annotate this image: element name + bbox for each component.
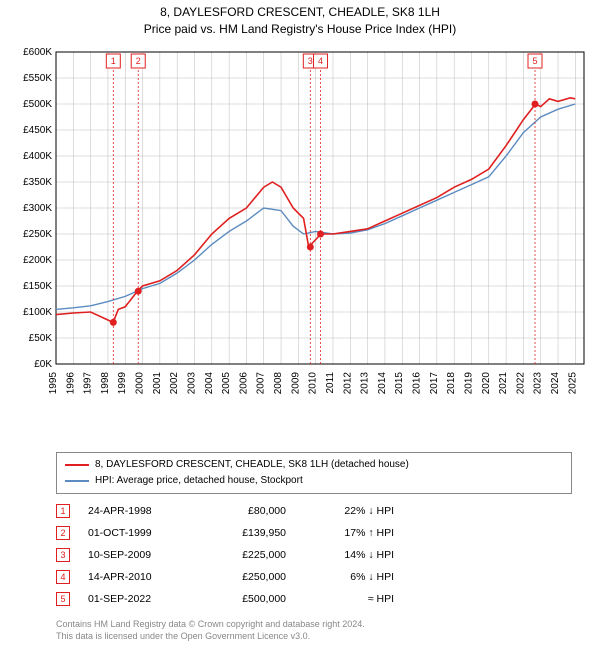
svg-text:2012: 2012 [342,371,353,394]
svg-text:2022: 2022 [515,371,526,394]
transaction-date: 14-APR-2010 [88,571,188,583]
transaction-marker: 4 [56,570,70,584]
svg-text:2021: 2021 [498,371,509,394]
svg-text:2018: 2018 [446,371,457,394]
transaction-row: 4 14-APR-2010 £250,000 6% ↓ HPI [56,566,572,588]
transaction-marker: 2 [56,526,70,540]
transaction-delta: 6% ↓ HPI [304,571,394,583]
transaction-row: 3 10-SEP-2009 £225,000 14% ↓ HPI [56,544,572,566]
svg-text:£550K: £550K [23,73,52,84]
svg-text:2: 2 [136,56,141,66]
chart-title-line2: Price paid vs. HM Land Registry's House … [8,21,592,38]
svg-text:1998: 1998 [100,371,111,394]
legend-label-2: HPI: Average price, detached house, Stoc… [95,473,303,489]
svg-text:2006: 2006 [238,371,249,394]
transaction-price: £80,000 [206,505,286,517]
transactions-table: 1 24-APR-1998 £80,000 22% ↓ HPI 2 01-OCT-1999… [56,500,572,610]
svg-text:2010: 2010 [308,371,319,394]
svg-text:2014: 2014 [377,371,388,394]
svg-text:2013: 2013 [360,371,371,394]
transaction-row: 1 24-APR-1998 £80,000 22% ↓ HPI [56,500,572,522]
svg-text:3: 3 [308,56,313,66]
transaction-price: £225,000 [206,549,286,561]
legend: 8, DAYLESFORD CRESCENT, CHEADLE, SK8 1LH… [56,452,572,494]
transaction-date: 01-OCT-1999 [88,527,188,539]
transaction-marker: 5 [56,592,70,606]
svg-text:2015: 2015 [394,371,405,394]
transaction-delta: 22% ↓ HPI [304,505,394,517]
transaction-delta: 17% ↑ HPI [304,527,394,539]
svg-text:2020: 2020 [481,371,492,394]
svg-text:2024: 2024 [550,371,561,394]
svg-text:£200K: £200K [23,255,52,266]
svg-text:1995: 1995 [48,371,59,394]
transaction-price: £250,000 [206,571,286,583]
legend-row-1: 8, DAYLESFORD CRESCENT, CHEADLE, SK8 1LH… [65,457,563,473]
transaction-date: 24-APR-1998 [88,505,188,517]
transaction-delta: 14% ↓ HPI [304,549,394,561]
svg-text:2004: 2004 [204,371,215,394]
transaction-date: 10-SEP-2009 [88,549,188,561]
svg-text:£250K: £250K [23,229,52,240]
svg-text:2005: 2005 [221,371,232,394]
svg-text:1999: 1999 [117,371,128,394]
svg-text:2003: 2003 [186,371,197,394]
svg-text:2008: 2008 [273,371,284,394]
svg-text:2025: 2025 [567,371,578,394]
svg-text:1996: 1996 [65,371,76,394]
svg-text:£0K: £0K [34,359,52,370]
svg-text:£150K: £150K [23,281,52,292]
svg-text:2023: 2023 [533,371,544,394]
svg-text:1997: 1997 [83,371,94,394]
transaction-price: £500,000 [206,593,286,605]
svg-text:£500K: £500K [23,99,52,110]
svg-text:2017: 2017 [429,371,440,394]
svg-text:£450K: £450K [23,125,52,136]
svg-text:£50K: £50K [29,333,53,344]
svg-text:2000: 2000 [135,371,146,394]
footer-line1: Contains HM Land Registry data © Crown c… [56,618,572,631]
transaction-row: 2 01-OCT-1999 £139,950 17% ↑ HPI [56,522,572,544]
chart-title-line1: 8, DAYLESFORD CRESCENT, CHEADLE, SK8 1LH [8,4,592,21]
footer-line2: This data is licensed under the Open Gov… [56,630,572,643]
legend-swatch-blue [65,480,89,482]
legend-label-1: 8, DAYLESFORD CRESCENT, CHEADLE, SK8 1LH… [95,457,409,473]
svg-text:5: 5 [533,56,538,66]
legend-swatch-red [65,464,89,466]
transaction-marker: 1 [56,504,70,518]
svg-text:2011: 2011 [325,371,336,393]
svg-text:4: 4 [318,56,323,66]
svg-text:£600K: £600K [23,47,52,58]
transaction-price: £139,950 [206,527,286,539]
svg-text:2019: 2019 [463,371,474,394]
svg-text:2007: 2007 [256,371,267,394]
svg-text:2001: 2001 [152,371,163,394]
svg-text:2009: 2009 [290,371,301,394]
svg-text:1: 1 [111,56,116,66]
transaction-date: 01-SEP-2022 [88,593,188,605]
svg-text:2016: 2016 [412,371,423,394]
svg-text:£400K: £400K [23,151,52,162]
svg-text:£350K: £350K [23,177,52,188]
svg-text:2002: 2002 [169,371,180,394]
legend-row-2: HPI: Average price, detached house, Stoc… [65,473,563,489]
transaction-row: 5 01-SEP-2022 £500,000 ≈ HPI [56,588,572,610]
transaction-marker: 3 [56,548,70,562]
price-chart: £0K £50K £100K £150K £200K £250K £300K £350K £40… [8,44,592,444]
svg-text:£100K: £100K [23,307,52,318]
transaction-delta: ≈ HPI [304,593,394,605]
svg-text:£300K: £300K [23,203,52,214]
